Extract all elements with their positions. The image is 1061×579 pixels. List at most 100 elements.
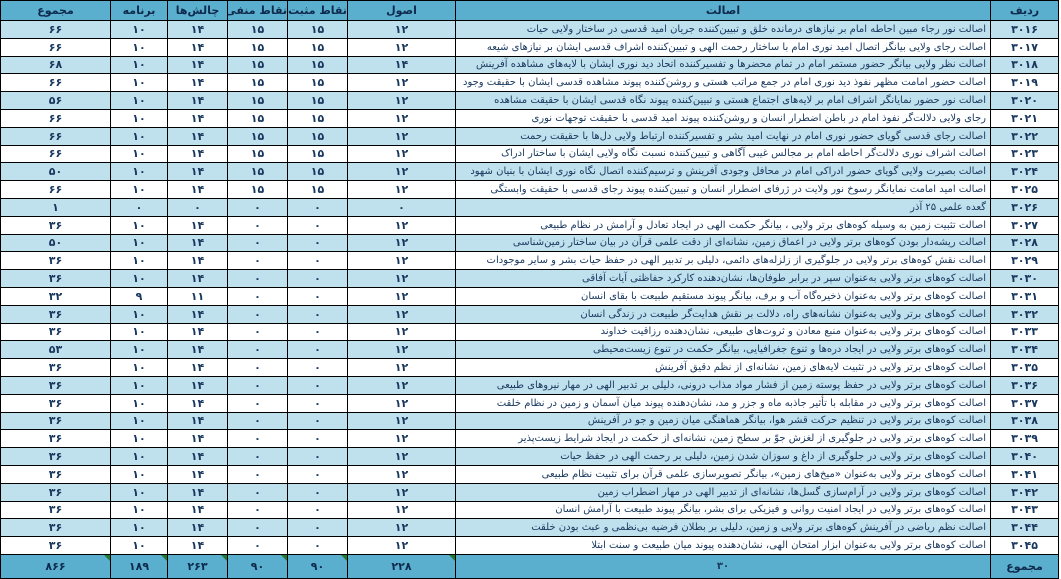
cell-barname[interactable]: ۱۰ xyxy=(110,500,168,520)
cell-manfi[interactable]: ۱۵ xyxy=(227,37,288,57)
cell-chalesh[interactable]: ۱۴ xyxy=(167,91,228,110)
cell-osul[interactable]: ۱۲ xyxy=(347,500,456,520)
cell-chalesh[interactable]: ۱۴ xyxy=(167,108,228,128)
cell-mosbat[interactable]: ۰ xyxy=(287,215,348,235)
cell-radif[interactable]: ۳۰۲۷ xyxy=(990,215,1059,235)
cell-barname[interactable]: ۱۰ xyxy=(110,233,168,253)
cell-radif[interactable]: ۳۰۳۶ xyxy=(990,375,1059,395)
cell-mosbat[interactable]: ۱۵ xyxy=(287,73,348,93)
cell-chalesh[interactable]: ۱۴ xyxy=(167,180,228,199)
column-header-chalesh[interactable]: چالش‌ها xyxy=(167,0,228,21)
cell-asalat[interactable]: اصالت نقش کوه‌های برتر ولایی در جلوگیری … xyxy=(455,251,991,271)
cell-osul[interactable]: ۱۲ xyxy=(347,375,456,395)
cell-mosbat[interactable]: ۱۵ xyxy=(287,126,348,146)
cell-barname[interactable]: ۱۰ xyxy=(110,429,168,449)
cell-osul[interactable]: ۱۲ xyxy=(347,322,456,342)
cell-radif[interactable]: ۳۰۲۳ xyxy=(990,144,1059,164)
cell-osul[interactable]: ۱۲ xyxy=(347,73,456,93)
cell-asalat[interactable]: اصالت امید امامت نمایانگر رسوخ نور ولایت… xyxy=(455,180,991,199)
cell-majmu[interactable]: ۶۶ xyxy=(0,73,111,93)
cell-osul[interactable]: ۱۲ xyxy=(347,269,456,288)
cell-chalesh[interactable]: ۱۴ xyxy=(167,464,228,484)
cell-manfi[interactable]: ۱۵ xyxy=(227,126,288,146)
cell-barname[interactable]: ۱۰ xyxy=(110,37,168,57)
column-header-radif[interactable]: ردیف xyxy=(990,0,1059,21)
cell-manfi[interactable]: ۱۵ xyxy=(227,20,288,39)
cell-majmu[interactable]: ۳۲ xyxy=(0,286,111,306)
cell-mosbat[interactable]: ۰ xyxy=(287,340,348,360)
cell-majmu[interactable]: ۳۶ xyxy=(0,375,111,395)
cell-majmu[interactable]: ۳۶ xyxy=(0,393,111,413)
cell-majmu[interactable]: ۳۶ xyxy=(0,251,111,271)
cell-mosbat[interactable]: ۰ xyxy=(287,500,348,520)
cell-barname[interactable]: ۱۰ xyxy=(110,536,168,555)
cell-manfi[interactable]: ۰ xyxy=(227,482,288,502)
cell-manfi[interactable]: ۰ xyxy=(227,358,288,377)
cell-chalesh[interactable]: ۱۴ xyxy=(167,20,228,39)
cell-chalesh[interactable]: ۱۴ xyxy=(167,144,228,164)
cell-barname[interactable]: ۱۰ xyxy=(110,518,168,538)
cell-asalat[interactable]: اصالت کوه‌های برتر ولایی در جلوگیری از د… xyxy=(455,447,991,466)
cell-asalat[interactable]: اصالت نور حضور نمایانگر اشراف امام بر لا… xyxy=(455,91,991,110)
cell-manfi[interactable]: ۰ xyxy=(227,411,288,431)
cell-manfi[interactable]: ۰ xyxy=(227,393,288,413)
cell-manfi[interactable]: ۱۵ xyxy=(227,162,288,182)
cell-majmu[interactable]: ۶۸ xyxy=(0,55,111,75)
cell-radif[interactable]: ۳۰۴۳ xyxy=(990,500,1059,520)
cell-chalesh[interactable]: ۱۴ xyxy=(167,55,228,75)
column-header-barname[interactable]: برنامه xyxy=(110,0,168,21)
cell-mosbat[interactable]: ۰ xyxy=(287,375,348,395)
cell-majmu[interactable]: ۶۶ xyxy=(0,126,111,146)
cell-asalat[interactable]: اصالت ریشه‌دار بودن کوه‌های برتر ولایی د… xyxy=(455,233,991,253)
cell-mosbat[interactable]: ۰ xyxy=(287,518,348,538)
cell-chalesh[interactable]: ۱۴ xyxy=(167,447,228,466)
cell-majmu[interactable]: ۳۶ xyxy=(0,429,111,449)
cell-mosbat[interactable]: ۰ xyxy=(287,358,348,377)
cell-majmu[interactable]: ۶۶ xyxy=(0,37,111,57)
cell-majmu[interactable]: ۳۶ xyxy=(0,536,111,555)
totals-majmu-cell[interactable]: ۸۶۶ xyxy=(0,553,111,579)
totals-manfi-cell[interactable]: ۹۰ xyxy=(227,553,288,579)
cell-majmu[interactable]: ۳۶ xyxy=(0,322,111,342)
cell-barname[interactable]: ۱۰ xyxy=(110,411,168,431)
cell-osul[interactable]: ۱۲ xyxy=(347,464,456,484)
cell-barname[interactable]: ۱۰ xyxy=(110,304,168,324)
cell-asalat[interactable]: اصالت کوه‌های برتر ولایی در ایجاد امنیت … xyxy=(455,500,991,520)
cell-barname[interactable]: ۱۰ xyxy=(110,251,168,271)
cell-majmu[interactable]: ۳۶ xyxy=(0,500,111,520)
cell-majmu[interactable]: ۳۶ xyxy=(0,411,111,431)
cell-radif[interactable]: ۳۰۳۵ xyxy=(990,358,1059,377)
cell-chalesh[interactable]: ۱۴ xyxy=(167,340,228,360)
cell-radif[interactable]: ۳۰۳۰ xyxy=(990,269,1059,288)
cell-chalesh[interactable]: ۱۴ xyxy=(167,322,228,342)
cell-osul[interactable]: ۱۲ xyxy=(347,37,456,57)
totals-mosbat-cell[interactable]: ۹۰ xyxy=(287,553,348,579)
cell-manfi[interactable]: ۰ xyxy=(227,304,288,324)
cell-manfi[interactable]: ۰ xyxy=(227,215,288,235)
cell-asalat[interactable]: اصالت کوه‌های برتر ولایی به‌عنوان منبع م… xyxy=(455,322,991,342)
cell-mosbat[interactable]: ۰ xyxy=(287,464,348,484)
cell-manfi[interactable]: ۰ xyxy=(227,251,288,271)
cell-manfi[interactable]: ۱۵ xyxy=(227,144,288,164)
cell-asalat[interactable]: اصالت اشراف نوری دلالت‌گر احاطه امام بر … xyxy=(455,144,991,164)
cell-osul[interactable]: ۱۲ xyxy=(347,180,456,199)
cell-mosbat[interactable]: ۰ xyxy=(287,251,348,271)
cell-asalat[interactable]: اصالت کوه‌های برتر ولایی در مقابله با تأ… xyxy=(455,393,991,413)
cell-mosbat[interactable]: ۱۵ xyxy=(287,37,348,57)
cell-asalat[interactable]: اصالت نور رجاء مبین احاطه امام بر نیازها… xyxy=(455,20,991,39)
cell-manfi[interactable]: ۰ xyxy=(227,269,288,288)
cell-mosbat[interactable]: ۰ xyxy=(287,482,348,502)
cell-chalesh[interactable]: ۱۴ xyxy=(167,215,228,235)
cell-asalat[interactable]: گعده علمی ۲۵ آذر xyxy=(455,197,991,217)
cell-osul[interactable]: ۱۲ xyxy=(347,91,456,110)
cell-osul[interactable]: ۱۲ xyxy=(347,536,456,555)
cell-osul[interactable]: ۱۲ xyxy=(347,482,456,502)
cell-majmu[interactable]: ۳۶ xyxy=(0,304,111,324)
cell-mosbat[interactable]: ۱۵ xyxy=(287,162,348,182)
cell-mosbat[interactable]: ۰ xyxy=(287,393,348,413)
cell-manfi[interactable]: ۰ xyxy=(227,429,288,449)
totals-barname-cell[interactable]: ۱۸۹ xyxy=(110,553,168,579)
cell-radif[interactable]: ۳۰۳۱ xyxy=(990,286,1059,306)
cell-osul[interactable]: ۱۲ xyxy=(347,411,456,431)
cell-asalat[interactable]: اصالت کوه‌های برتر ولایی به‌عنوان ذخیره‌… xyxy=(455,286,991,306)
